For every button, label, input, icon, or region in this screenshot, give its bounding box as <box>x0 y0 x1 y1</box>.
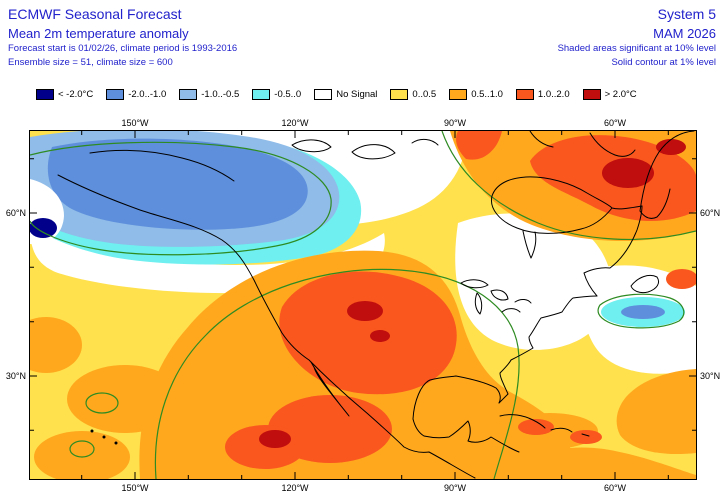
legend-label: No Signal <box>336 89 378 100</box>
legend-swatch <box>106 89 125 100</box>
lon-label-top-60w: 60°W <box>603 118 627 128</box>
legend-swatch <box>449 89 468 100</box>
legend-item: 0..0.5 <box>390 89 436 100</box>
legend-swatch <box>314 89 333 100</box>
header-left: ECMWF Seasonal Forecast Mean 2m temperat… <box>8 6 237 69</box>
legend-item: -0.5..0 <box>252 89 301 100</box>
lat-label-left-60n: 60°N <box>5 208 26 218</box>
lat-label-left-30n: 30°N <box>5 371 26 381</box>
legend-item: -1.0..-0.5 <box>179 89 239 100</box>
app-title: ECMWF Seasonal Forecast <box>8 6 182 22</box>
product-title: Mean 2m temperature anomaly <box>8 26 189 41</box>
map-panel: 150°W 120°W 90°W 60°W 150°W 120°W 90°W 6… <box>6 118 720 493</box>
coastlines <box>57 131 695 479</box>
legend-label: -0.5..0 <box>274 89 302 100</box>
lon-label-top-120w: 120°W <box>281 118 309 128</box>
legend-label: 0.5..1.0 <box>471 89 503 100</box>
legend-swatch <box>515 89 534 100</box>
lon-label-top-90w: 90°W <box>443 118 467 128</box>
legend-label: -2.0..-1.0 <box>128 89 167 100</box>
anomaly-map-svg <box>30 131 696 479</box>
legend-label: 1.0..2.0 <box>537 89 570 100</box>
legend-label: < -2.0°C <box>58 89 94 100</box>
legend-label: 0..0.5 <box>412 89 437 100</box>
legend-label: -1.0..-0.5 <box>201 89 240 100</box>
legend-swatch <box>582 89 601 100</box>
lon-label-top-150w: 150°W <box>121 118 149 128</box>
legend-swatch <box>390 89 409 100</box>
legend-item: -2.0..-1.0 <box>106 89 166 100</box>
header-right: System 5 MAM 2026 Shaded areas significa… <box>558 6 716 69</box>
extreme-warm-spots <box>259 139 686 448</box>
lon-label-bottom-150w: 150°W <box>121 483 149 493</box>
legend-item: No Signal <box>314 89 377 100</box>
forecast-info: Forecast start is 01/02/26, climate peri… <box>8 43 238 54</box>
warm-anomaly-regions <box>30 131 696 479</box>
legend-item: < -2.0°C <box>36 89 93 100</box>
lat-label-right-30n: 30°N <box>700 371 721 381</box>
legend-swatch <box>36 89 54 100</box>
atlantic-cold-blob <box>601 297 685 327</box>
legend-item: 0.5..1.0 <box>449 89 503 100</box>
legend-swatch <box>252 89 271 100</box>
system-label: System 5 <box>657 6 716 22</box>
legend-item: > 2.0°C <box>582 89 637 100</box>
lon-label-bottom-60w: 60°W <box>603 483 627 493</box>
contour-info: Solid contour at 1% level <box>611 57 716 68</box>
legend-swatch <box>179 89 198 100</box>
legend-item: 1.0..2.0 <box>515 89 570 100</box>
significance-info: Shaded areas significant at 10% level <box>557 43 716 54</box>
period-label: MAM 2026 <box>653 26 716 41</box>
significance-contours <box>30 131 696 479</box>
lat-label-right-60n: 60°N <box>700 208 721 218</box>
lon-label-bottom-90w: 90°W <box>443 483 467 493</box>
ensemble-info: Ensemble size = 51, climate size = 600 <box>8 57 173 68</box>
legend: < -2.0°C -2.0..-1.0 -1.0..-0.5 -0.5..0 N… <box>36 89 637 100</box>
cold-anomaly-regions <box>30 131 362 265</box>
legend-label: > 2.0°C <box>604 89 637 100</box>
lon-label-bottom-120w: 120°W <box>281 483 309 493</box>
graticule-ticks <box>30 131 696 479</box>
hawaii-islands <box>90 429 118 445</box>
